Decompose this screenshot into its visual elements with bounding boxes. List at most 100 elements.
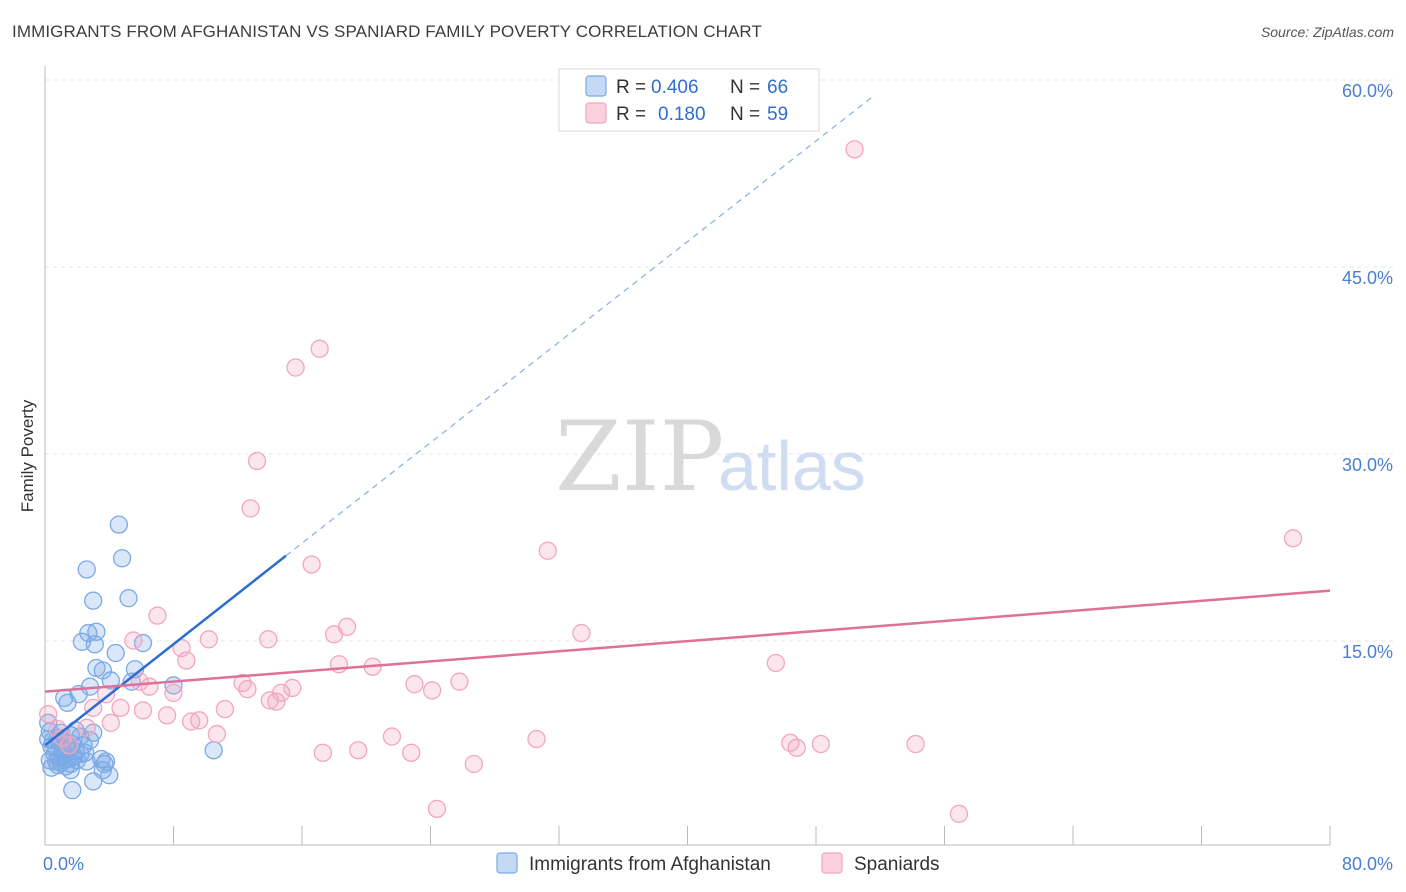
point-1-25 bbox=[238, 680, 257, 699]
point-1-54 bbox=[402, 743, 421, 762]
y-axis-label: Family Poverty bbox=[18, 399, 37, 512]
point-1-56 bbox=[427, 799, 447, 818]
point-0-61 bbox=[204, 741, 223, 760]
legend: R = 0.406 N = 66 R = 0.180 N = 59 bbox=[558, 68, 820, 132]
point-1-26 bbox=[283, 678, 302, 698]
data-points bbox=[39, 140, 1303, 823]
point-1-14 bbox=[124, 631, 143, 650]
point-1-36 bbox=[215, 699, 235, 719]
point-1-2 bbox=[286, 358, 305, 377]
legend-swatch-spaniards bbox=[585, 102, 607, 124]
point-0-3 bbox=[119, 589, 138, 608]
y-tick-label-15: 15.0% bbox=[1342, 642, 1393, 662]
bottom-legend: Immigrants from Afghanistan Spaniards bbox=[496, 852, 940, 875]
point-1-55 bbox=[464, 754, 484, 774]
point-1-1 bbox=[310, 339, 329, 358]
point-0-56 bbox=[61, 761, 80, 780]
point-1-16 bbox=[177, 651, 196, 670]
point-1-52 bbox=[349, 741, 368, 760]
y-tick-label-30: 30.0% bbox=[1342, 455, 1393, 475]
point-1-37 bbox=[157, 706, 177, 725]
point-0-59 bbox=[84, 772, 103, 791]
y-tick-label-60: 60.0% bbox=[1342, 81, 1393, 101]
point-1-11 bbox=[324, 625, 344, 644]
point-1-40 bbox=[101, 713, 121, 732]
point-1-28 bbox=[164, 683, 183, 703]
point-1-44 bbox=[207, 724, 227, 744]
chart-title: IMMIGRANTS FROM AFGHANISTAN VS SPANIARD … bbox=[12, 22, 762, 41]
point-1-5 bbox=[1283, 529, 1303, 548]
point-0-10 bbox=[106, 643, 125, 663]
point-1-4 bbox=[241, 499, 260, 518]
legend-n-label-afghanistan: N = bbox=[730, 77, 760, 98]
point-0-0 bbox=[109, 515, 129, 534]
point-1-48 bbox=[906, 734, 925, 754]
point-1-13 bbox=[259, 630, 278, 649]
point-1-49 bbox=[59, 736, 79, 755]
bottom-legend-label-spaniards: Spaniards bbox=[854, 854, 940, 875]
point-1-45 bbox=[382, 727, 402, 746]
point-1-39 bbox=[182, 712, 201, 731]
grid-lines bbox=[45, 79, 1393, 642]
point-1-6 bbox=[538, 541, 557, 560]
trend-line-afghanistan-extension bbox=[285, 96, 873, 557]
trend-line-spaniards bbox=[44, 589, 1331, 693]
legend-n-value-afghanistan: 66 bbox=[767, 77, 788, 98]
point-0-49 bbox=[67, 751, 87, 770]
x-tick-label-min: 0.0% bbox=[43, 854, 84, 874]
point-0-58 bbox=[100, 766, 119, 785]
point-1-46 bbox=[527, 729, 546, 749]
point-0-50 bbox=[77, 752, 96, 771]
legend-r-value-spaniards: 0.180 bbox=[658, 104, 706, 125]
point-0-4 bbox=[84, 591, 103, 610]
point-0-65 bbox=[95, 754, 114, 774]
point-1-23 bbox=[450, 672, 469, 691]
bottom-legend-swatch-spaniards bbox=[821, 852, 843, 874]
watermark-atlas: atlas bbox=[718, 427, 866, 505]
point-1-32 bbox=[267, 692, 286, 711]
legend-r-label-afghanistan: R = bbox=[616, 77, 646, 98]
watermark: ZIP atlas bbox=[555, 401, 866, 513]
trend-lines bbox=[44, 96, 1331, 747]
point-0-1 bbox=[112, 549, 132, 568]
point-1-0 bbox=[845, 140, 864, 159]
point-1-10 bbox=[572, 623, 591, 643]
point-0-9 bbox=[85, 635, 104, 654]
y-tick-label-45: 45.0% bbox=[1342, 268, 1393, 288]
watermark-zip: ZIP bbox=[555, 401, 724, 513]
point-1-53 bbox=[313, 743, 333, 762]
legend-swatch-afghanistan bbox=[585, 75, 607, 97]
point-1-41 bbox=[39, 704, 58, 724]
point-0-2 bbox=[77, 560, 96, 579]
point-1-22 bbox=[405, 675, 424, 694]
point-1-3 bbox=[247, 451, 267, 471]
point-1-8 bbox=[148, 606, 167, 625]
trend-line-afghanistan bbox=[44, 554, 287, 747]
point-1-43 bbox=[77, 718, 96, 737]
point-0-14 bbox=[101, 671, 121, 690]
bottom-legend-swatch-afghanistan bbox=[496, 852, 518, 874]
point-1-19 bbox=[766, 653, 785, 673]
point-0-60 bbox=[63, 780, 82, 800]
point-1-34 bbox=[111, 698, 130, 718]
chart-source: Source: ZipAtlas.com bbox=[1260, 24, 1394, 40]
point-1-27 bbox=[422, 681, 442, 700]
point-1-24 bbox=[140, 677, 159, 696]
point-1-51 bbox=[787, 738, 806, 757]
legend-n-label-spaniards: N = bbox=[730, 104, 760, 125]
legend-r-label-spaniards: R = bbox=[616, 104, 646, 125]
point-1-12 bbox=[199, 630, 218, 649]
point-1-47 bbox=[811, 734, 830, 754]
legend-n-value-spaniards: 59 bbox=[767, 104, 788, 125]
series-points-1 bbox=[39, 140, 1303, 823]
point-1-31 bbox=[260, 691, 280, 710]
point-0-20 bbox=[58, 693, 77, 713]
legend-r-value-afghanistan: 0.406 bbox=[651, 77, 699, 98]
point-1-57 bbox=[949, 804, 969, 823]
y-tick-labels: 15.0% 30.0% 45.0% 60.0% bbox=[1342, 81, 1393, 662]
point-1-7 bbox=[302, 555, 321, 574]
x-tick-labels: 0.0% 80.0% bbox=[43, 854, 1393, 874]
x-tick-label-max: 80.0% bbox=[1342, 854, 1393, 874]
point-1-20 bbox=[130, 672, 149, 691]
bottom-legend-label-afghanistan: Immigrants from Afghanistan bbox=[529, 854, 771, 875]
